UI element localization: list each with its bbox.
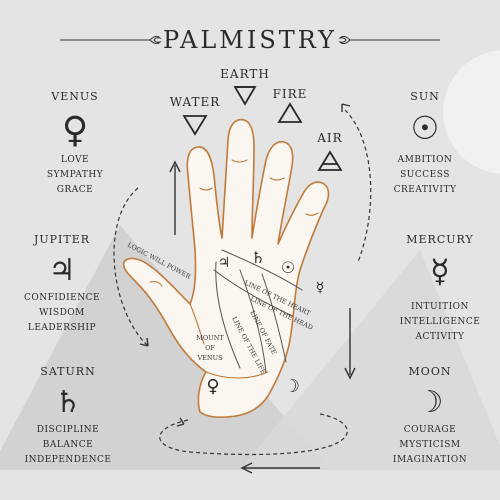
arrowhead-down-right xyxy=(344,367,356,380)
thumb-inner-edge xyxy=(189,303,205,345)
arrowhead-up-left xyxy=(169,160,181,173)
mercury-trait-1: INTUITION xyxy=(411,302,469,312)
sun-icon: ☉ xyxy=(411,109,440,147)
saturn-trait-3: INDEPENDENCE xyxy=(25,455,112,465)
arrows xyxy=(113,103,372,474)
planet-sun-name: SUN xyxy=(410,90,439,103)
sun-trait-1: AMBITION xyxy=(397,155,453,165)
palm-sun-icon: ☉ xyxy=(281,258,295,277)
title-ornament-right xyxy=(338,35,440,45)
planet-jupiter-name: JUPITER xyxy=(33,233,90,246)
mercury-trait-3: ACTIVITY xyxy=(415,332,466,342)
arrowhead-bottom-ellipse xyxy=(176,417,185,427)
title-ornament-left xyxy=(60,35,162,45)
wrist-line xyxy=(205,371,269,379)
element-air-name: AIR xyxy=(316,131,342,145)
element-water-name: WATER xyxy=(170,95,221,109)
fate-line xyxy=(239,269,267,373)
sun-trait-2: SUCCESS xyxy=(400,170,450,180)
sun-trait-3: CREATIVITY xyxy=(394,185,457,195)
label-mount-2: OF xyxy=(205,344,215,352)
hand-outline xyxy=(122,118,330,418)
jupiter-icon: ♃ xyxy=(49,253,76,288)
heart-line xyxy=(221,249,303,291)
element-earth-block: EARTH xyxy=(220,67,270,106)
background-triangle-right xyxy=(240,250,500,470)
planet-mercury-name: MERCURY xyxy=(406,233,473,246)
element-water-block: WATER xyxy=(170,95,221,136)
venus-trait-1: LOVE xyxy=(61,155,89,165)
page-title: PALMISTRY xyxy=(163,26,337,54)
planet-moon-name: MOON xyxy=(409,365,452,378)
water-triangle-icon xyxy=(182,115,208,136)
palm-jupiter-icon: ♃ xyxy=(218,255,231,271)
venus-trait-2: SYMPATHY xyxy=(47,170,104,180)
mercury-icon: ☿ xyxy=(430,252,450,290)
planet-saturn-name: SATURN xyxy=(40,365,95,378)
element-fire-name: FIRE xyxy=(273,87,308,101)
finger-crease-1 xyxy=(199,187,213,191)
saturn-trait-1: DISCIPLINE xyxy=(37,425,99,435)
finger-crease-3 xyxy=(269,177,285,181)
mercury-trait-2: INTELLIGENCE xyxy=(400,317,481,327)
saturn-icon: ♄ xyxy=(55,385,82,420)
jupiter-trait-1: CONFIDIENCE xyxy=(24,293,100,303)
jupiter-trait-3: LEADERSHIP xyxy=(28,323,96,333)
jupiter-trait-2: WISDOM xyxy=(39,308,85,318)
moon-trait-3: IMAGINATION xyxy=(393,455,467,465)
arrowhead-top-right xyxy=(341,103,351,112)
venus-trait-3: GRACE xyxy=(57,185,93,195)
moon-trait-2: MYSTICISM xyxy=(399,440,460,450)
planet-sun-block: SUN ☉ AMBITION SUCCESS CREATIVITY xyxy=(394,90,457,195)
planet-mercury-block: MERCURY ☿ INTUITION INTELLIGENCE ACTIVIT… xyxy=(400,233,481,342)
venus-icon: ♀ xyxy=(62,110,88,151)
arrow-dashed-bottom-ellipse xyxy=(159,413,348,456)
planet-jupiter-block: JUPITER ♃ CONFIDIENCE WISDOM LEADERSHIP xyxy=(24,233,100,333)
label-mount-1: MOUNT xyxy=(196,334,224,342)
arrowhead-left-bottom xyxy=(240,462,253,474)
label-mount-3: VENUS xyxy=(196,354,222,362)
mercury-line xyxy=(261,273,287,363)
fire-triangle-icon xyxy=(277,102,303,123)
planet-moon-block: MOON ☽ COURAGE MYSTICISM IMAGINATION xyxy=(393,365,467,465)
palm-venus-icon: ♀ xyxy=(206,376,219,397)
element-fire-block: FIRE xyxy=(273,87,308,123)
palm-mercury-icon: ☿ xyxy=(316,280,325,296)
air-triangle-icon xyxy=(317,150,343,171)
moon-icon: ☽ xyxy=(417,385,444,420)
head-line xyxy=(213,269,293,317)
finger-crease-4 xyxy=(305,212,319,216)
planet-venus-name: VENUS xyxy=(50,90,98,103)
element-air-block: AIR xyxy=(316,131,343,171)
finger-crease-2 xyxy=(231,159,248,163)
planet-venus-block: VENUS ♀ LOVE SYMPATHY GRACE xyxy=(47,90,104,195)
life-line xyxy=(215,261,241,369)
saturn-trait-2: BALANCE xyxy=(43,440,93,450)
palm-saturn-icon: ♄ xyxy=(251,248,265,267)
element-earth-name: EARTH xyxy=(220,67,270,81)
palm-moon-icon: ☽ xyxy=(284,376,300,397)
background-circle-decoration xyxy=(443,50,500,174)
moon-trait-1: COURAGE xyxy=(404,425,456,435)
planet-saturn-block: SATURN ♄ DISCIPLINE BALANCE INDEPENDENCE xyxy=(25,365,112,465)
arrowhead-left xyxy=(139,337,149,347)
thumb-crease xyxy=(149,280,163,287)
arrow-dashed-top-right xyxy=(344,109,372,263)
